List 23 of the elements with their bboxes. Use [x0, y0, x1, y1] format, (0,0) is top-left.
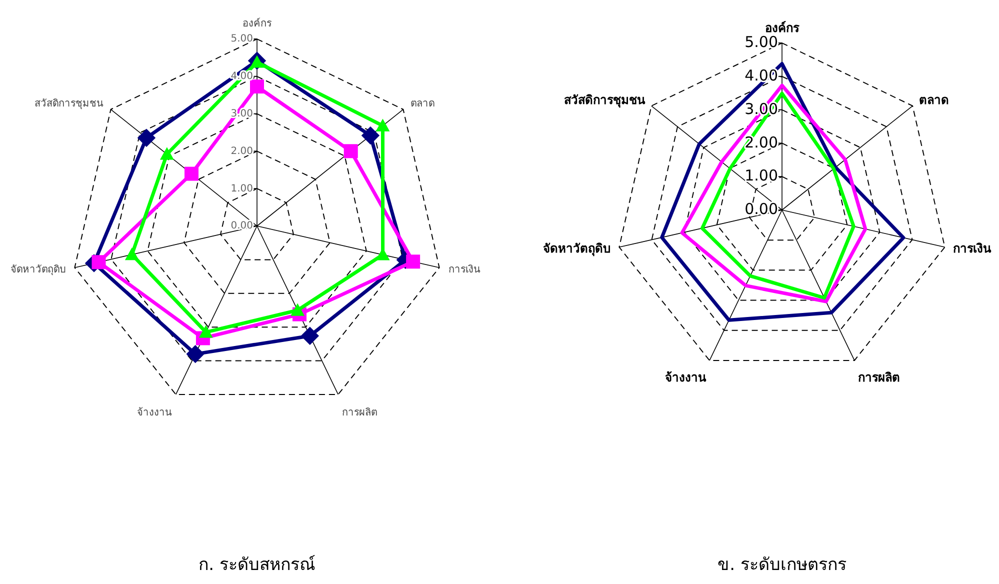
spoke-label: การผลิต [858, 370, 900, 384]
spoke-label: การเงิน [952, 241, 992, 256]
spoke-label: ตลาด [410, 98, 435, 110]
y-tick-label: 5.00 [230, 34, 253, 45]
y-tick-label: 4.00 [230, 71, 253, 82]
spoke-label: การเงิน [448, 264, 480, 276]
text: ข. ระดับเกษตรกร [718, 555, 846, 575]
spoke-label: สวัสดิการชุมชน [34, 98, 104, 110]
y-tick-label: 1.00 [230, 183, 253, 194]
spoke-label: จัดหาวัตถุดิบ [543, 241, 612, 256]
spoke-label: จ้างงาน [664, 370, 707, 384]
y-tick-label: 0.00 [230, 220, 253, 232]
spoke-label: องค์กร [765, 20, 800, 35]
spoke-label: จัดหาวัตถุดิบ [10, 264, 66, 276]
spoke-label: องค์กร [242, 17, 272, 30]
spoke-label: สวัสดิการชุมชน [564, 92, 646, 108]
text: ก. ระดับสหกรณ์ [198, 555, 316, 575]
y-tick-label: 1.00 [744, 166, 778, 185]
spoke-label: จ้างงาน [136, 406, 172, 419]
y-tick-label: 5.00 [744, 33, 778, 52]
y-tick-label: 2.00 [230, 146, 253, 157]
spoke-label: ตลาด [919, 92, 950, 107]
spoke-label: การผลิต [342, 408, 378, 419]
